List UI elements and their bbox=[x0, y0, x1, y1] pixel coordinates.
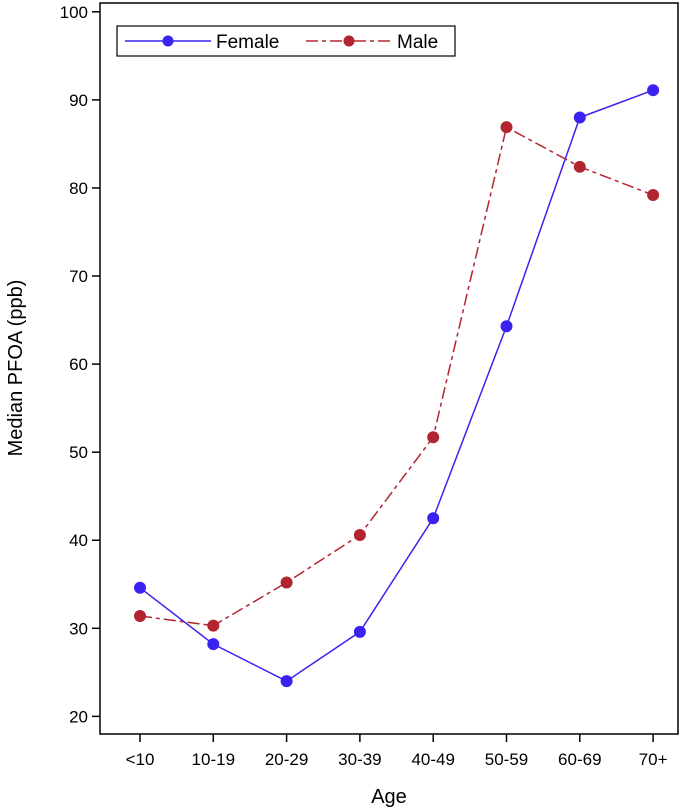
y-tick-label: 30 bbox=[69, 619, 88, 638]
x-axis-title: Age bbox=[371, 786, 407, 808]
data-point-male bbox=[134, 609, 146, 622]
data-point-male bbox=[647, 188, 660, 201]
y-tick-label: 20 bbox=[69, 707, 88, 726]
legend: Female Male bbox=[116, 25, 456, 57]
data-point-female bbox=[427, 512, 440, 525]
data-point-female bbox=[647, 84, 660, 97]
data-point-male bbox=[207, 619, 220, 632]
series-layer bbox=[134, 84, 660, 688]
legend-label-female: Female bbox=[216, 32, 279, 53]
x-tick-label: 60-69 bbox=[558, 750, 601, 769]
series-line-female bbox=[139, 89, 654, 683]
x-tick-label: 20-29 bbox=[265, 750, 308, 769]
data-point-male bbox=[280, 576, 293, 589]
y-tick-label: 90 bbox=[69, 91, 88, 110]
y-tick-label: 40 bbox=[69, 531, 88, 550]
data-point-male bbox=[353, 528, 366, 541]
legend-marker-male bbox=[343, 35, 355, 47]
x-axis: <10 10-19 20-29 30-39 40-49 50-59 60-69 70+ bbox=[126, 734, 668, 769]
legend-marker-female bbox=[162, 35, 174, 47]
data-point-male bbox=[427, 431, 440, 444]
data-point-male bbox=[573, 160, 586, 173]
x-tick-label: <10 bbox=[126, 750, 155, 769]
x-tick-label: 30-39 bbox=[338, 750, 381, 769]
data-point-female bbox=[280, 675, 293, 688]
data-point-female bbox=[500, 320, 513, 333]
data-point-female bbox=[134, 581, 146, 594]
y-axis-title: Median PFOA (ppb) bbox=[5, 280, 27, 457]
y-tick-label: 100 bbox=[60, 3, 88, 22]
x-tick-label: 70+ bbox=[639, 750, 668, 769]
data-point-female bbox=[207, 638, 220, 651]
x-tick-label: 50-59 bbox=[485, 750, 528, 769]
y-axis: 20 30 40 50 60 70 80 90 100 bbox=[60, 3, 100, 726]
plot-frame bbox=[99, 2, 679, 735]
data-point-female bbox=[573, 111, 586, 124]
legend-label-male: Male bbox=[397, 32, 438, 53]
x-tick-label: 40-49 bbox=[411, 750, 454, 769]
data-point-male bbox=[500, 121, 513, 134]
y-tick-label: 60 bbox=[69, 355, 88, 374]
y-tick-label: 70 bbox=[69, 267, 88, 286]
series-line-male bbox=[139, 126, 654, 627]
y-tick-label: 50 bbox=[69, 443, 88, 462]
y-tick-label: 80 bbox=[69, 179, 88, 198]
x-tick-label: 10-19 bbox=[192, 750, 235, 769]
data-point-female bbox=[353, 625, 366, 638]
